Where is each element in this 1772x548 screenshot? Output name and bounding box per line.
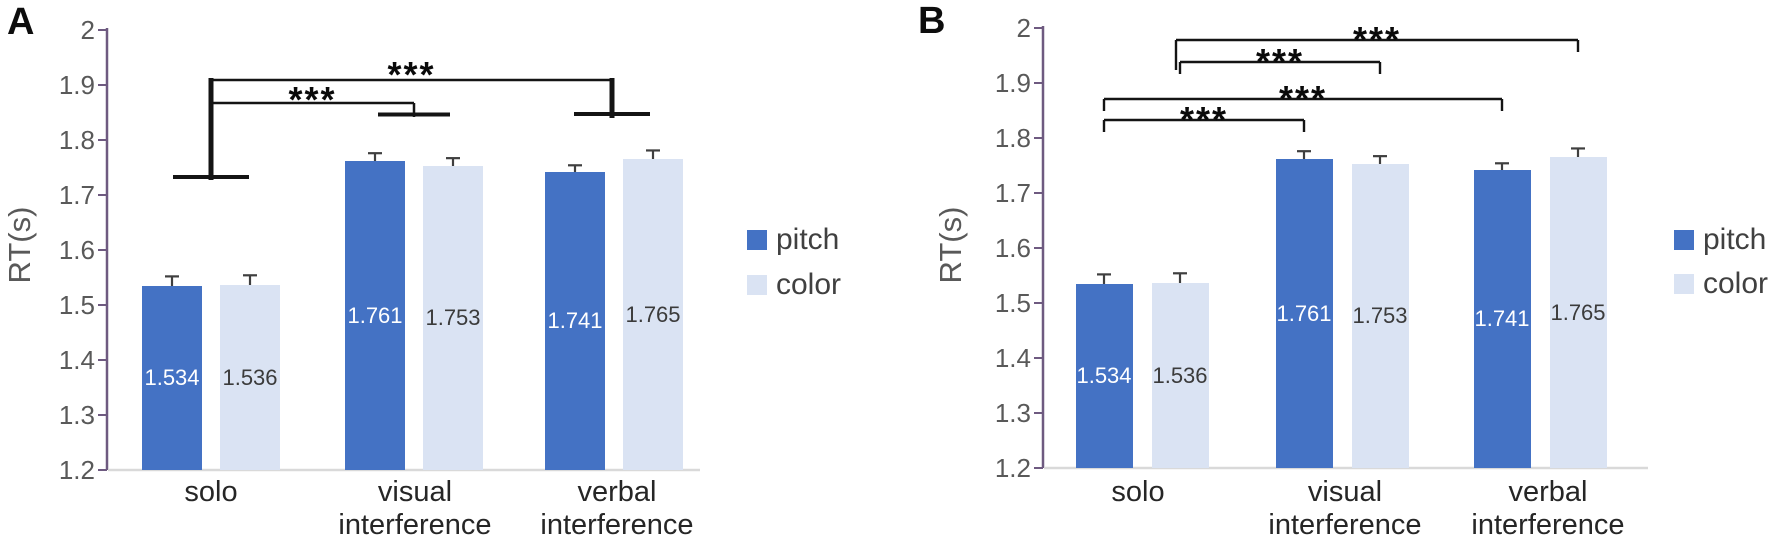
legend-label: color	[1703, 267, 1769, 300]
x-category-label: visual	[377, 476, 453, 508]
x-category-label: interference	[1268, 509, 1422, 541]
bar-solo-color	[1151, 283, 1209, 468]
bar-verbal-interference-color	[623, 159, 683, 470]
panel-a-y-axis-title: RT(s)	[2, 206, 37, 284]
x-category-label: interference	[540, 509, 694, 541]
x-category-label: interference	[338, 509, 492, 541]
y-tick-label: 1.5	[58, 290, 95, 320]
y-tick-label: 1.8	[58, 125, 95, 155]
y-tick-label: 1.4	[58, 345, 95, 375]
y-tick-label: 1.6	[58, 235, 95, 265]
bar-visual-interference-pitch	[345, 161, 405, 470]
pitch-swatch-icon	[1674, 230, 1694, 250]
bar-verbal-interference-color	[1549, 157, 1607, 468]
significance-stars: ***	[288, 79, 337, 120]
significance-stars: ***	[1352, 19, 1402, 60]
panel-b-y-axis-title: RT(s)	[933, 206, 968, 284]
y-tick-label: 1.2	[58, 455, 95, 485]
y-tick-label: 1.6	[994, 233, 1031, 263]
bar-value-label: 1.741	[547, 308, 603, 334]
y-tick-label: 2	[1016, 13, 1031, 43]
panel-b-legend-item-color: color	[1674, 266, 1768, 302]
panel-b-letter: B	[918, 0, 946, 42]
color-swatch-icon	[1674, 274, 1694, 294]
panel-a-legend-item-pitch: pitch	[747, 222, 839, 258]
y-tick-label: 1.7	[58, 180, 95, 210]
significance-stars: ***	[387, 54, 436, 95]
legend-label: pitch	[1703, 223, 1767, 256]
bar-verbal-interference-pitch	[1473, 170, 1531, 468]
x-category-label: visual	[1307, 476, 1383, 508]
panel-b-legend-item-pitch: pitch	[1674, 222, 1766, 258]
significance-stars: ***	[1278, 78, 1328, 119]
y-tick-label: 1.9	[58, 70, 95, 100]
x-category-label: solo	[184, 476, 238, 508]
bar-solo-color	[220, 285, 280, 470]
bar-visual-interference-color	[1351, 163, 1409, 468]
bar-value-label: 1.536	[1152, 362, 1208, 388]
legend-label: pitch	[776, 223, 840, 256]
bar-value-label: 1.741	[1474, 306, 1530, 332]
bar-value-label: 1.761	[1276, 300, 1332, 326]
panel-a-letter: A	[7, 1, 35, 43]
bar-value-label: 1.534	[1076, 363, 1132, 389]
bar-value-label: 1.761	[347, 302, 403, 328]
bar-value-label: 1.536	[222, 364, 278, 390]
x-category-label: verbal	[577, 476, 657, 508]
panel-a-legend-item-color: color	[747, 267, 841, 303]
bar-value-label: 1.753	[1352, 302, 1408, 328]
x-category-label: interference	[1471, 509, 1625, 541]
bar-value-label: 1.534	[144, 365, 200, 391]
y-tick-label: 1.3	[994, 398, 1031, 428]
y-tick-label: 1.4	[994, 343, 1031, 373]
bar-value-label: 1.765	[1550, 299, 1606, 325]
bar-value-label: 1.753	[425, 304, 481, 330]
bar-value-label: 1.765	[625, 301, 681, 327]
y-tick-label: 2	[80, 15, 95, 45]
y-tick-label: 1.7	[994, 178, 1031, 208]
y-tick-label: 1.2	[994, 453, 1031, 483]
bar-visual-interference-color	[423, 165, 483, 470]
y-tick-label: 1.5	[994, 288, 1031, 318]
y-tick-label: 1.9	[994, 68, 1031, 98]
bar-solo-pitch	[142, 286, 202, 470]
y-tick-label: 1.3	[58, 400, 95, 430]
bar-verbal-interference-pitch	[545, 172, 605, 470]
legend-label: color	[776, 268, 842, 301]
bar-visual-interference-pitch	[1275, 159, 1333, 468]
significance-stars: ***	[1255, 41, 1305, 82]
x-category-label: verbal	[1508, 476, 1588, 508]
y-tick-label: 1.8	[994, 123, 1031, 153]
x-category-label: solo	[1111, 476, 1165, 508]
pitch-swatch-icon	[747, 230, 767, 250]
color-swatch-icon	[747, 275, 767, 295]
significance-stars: ***	[1179, 99, 1229, 140]
bar-solo-pitch	[1075, 284, 1133, 468]
